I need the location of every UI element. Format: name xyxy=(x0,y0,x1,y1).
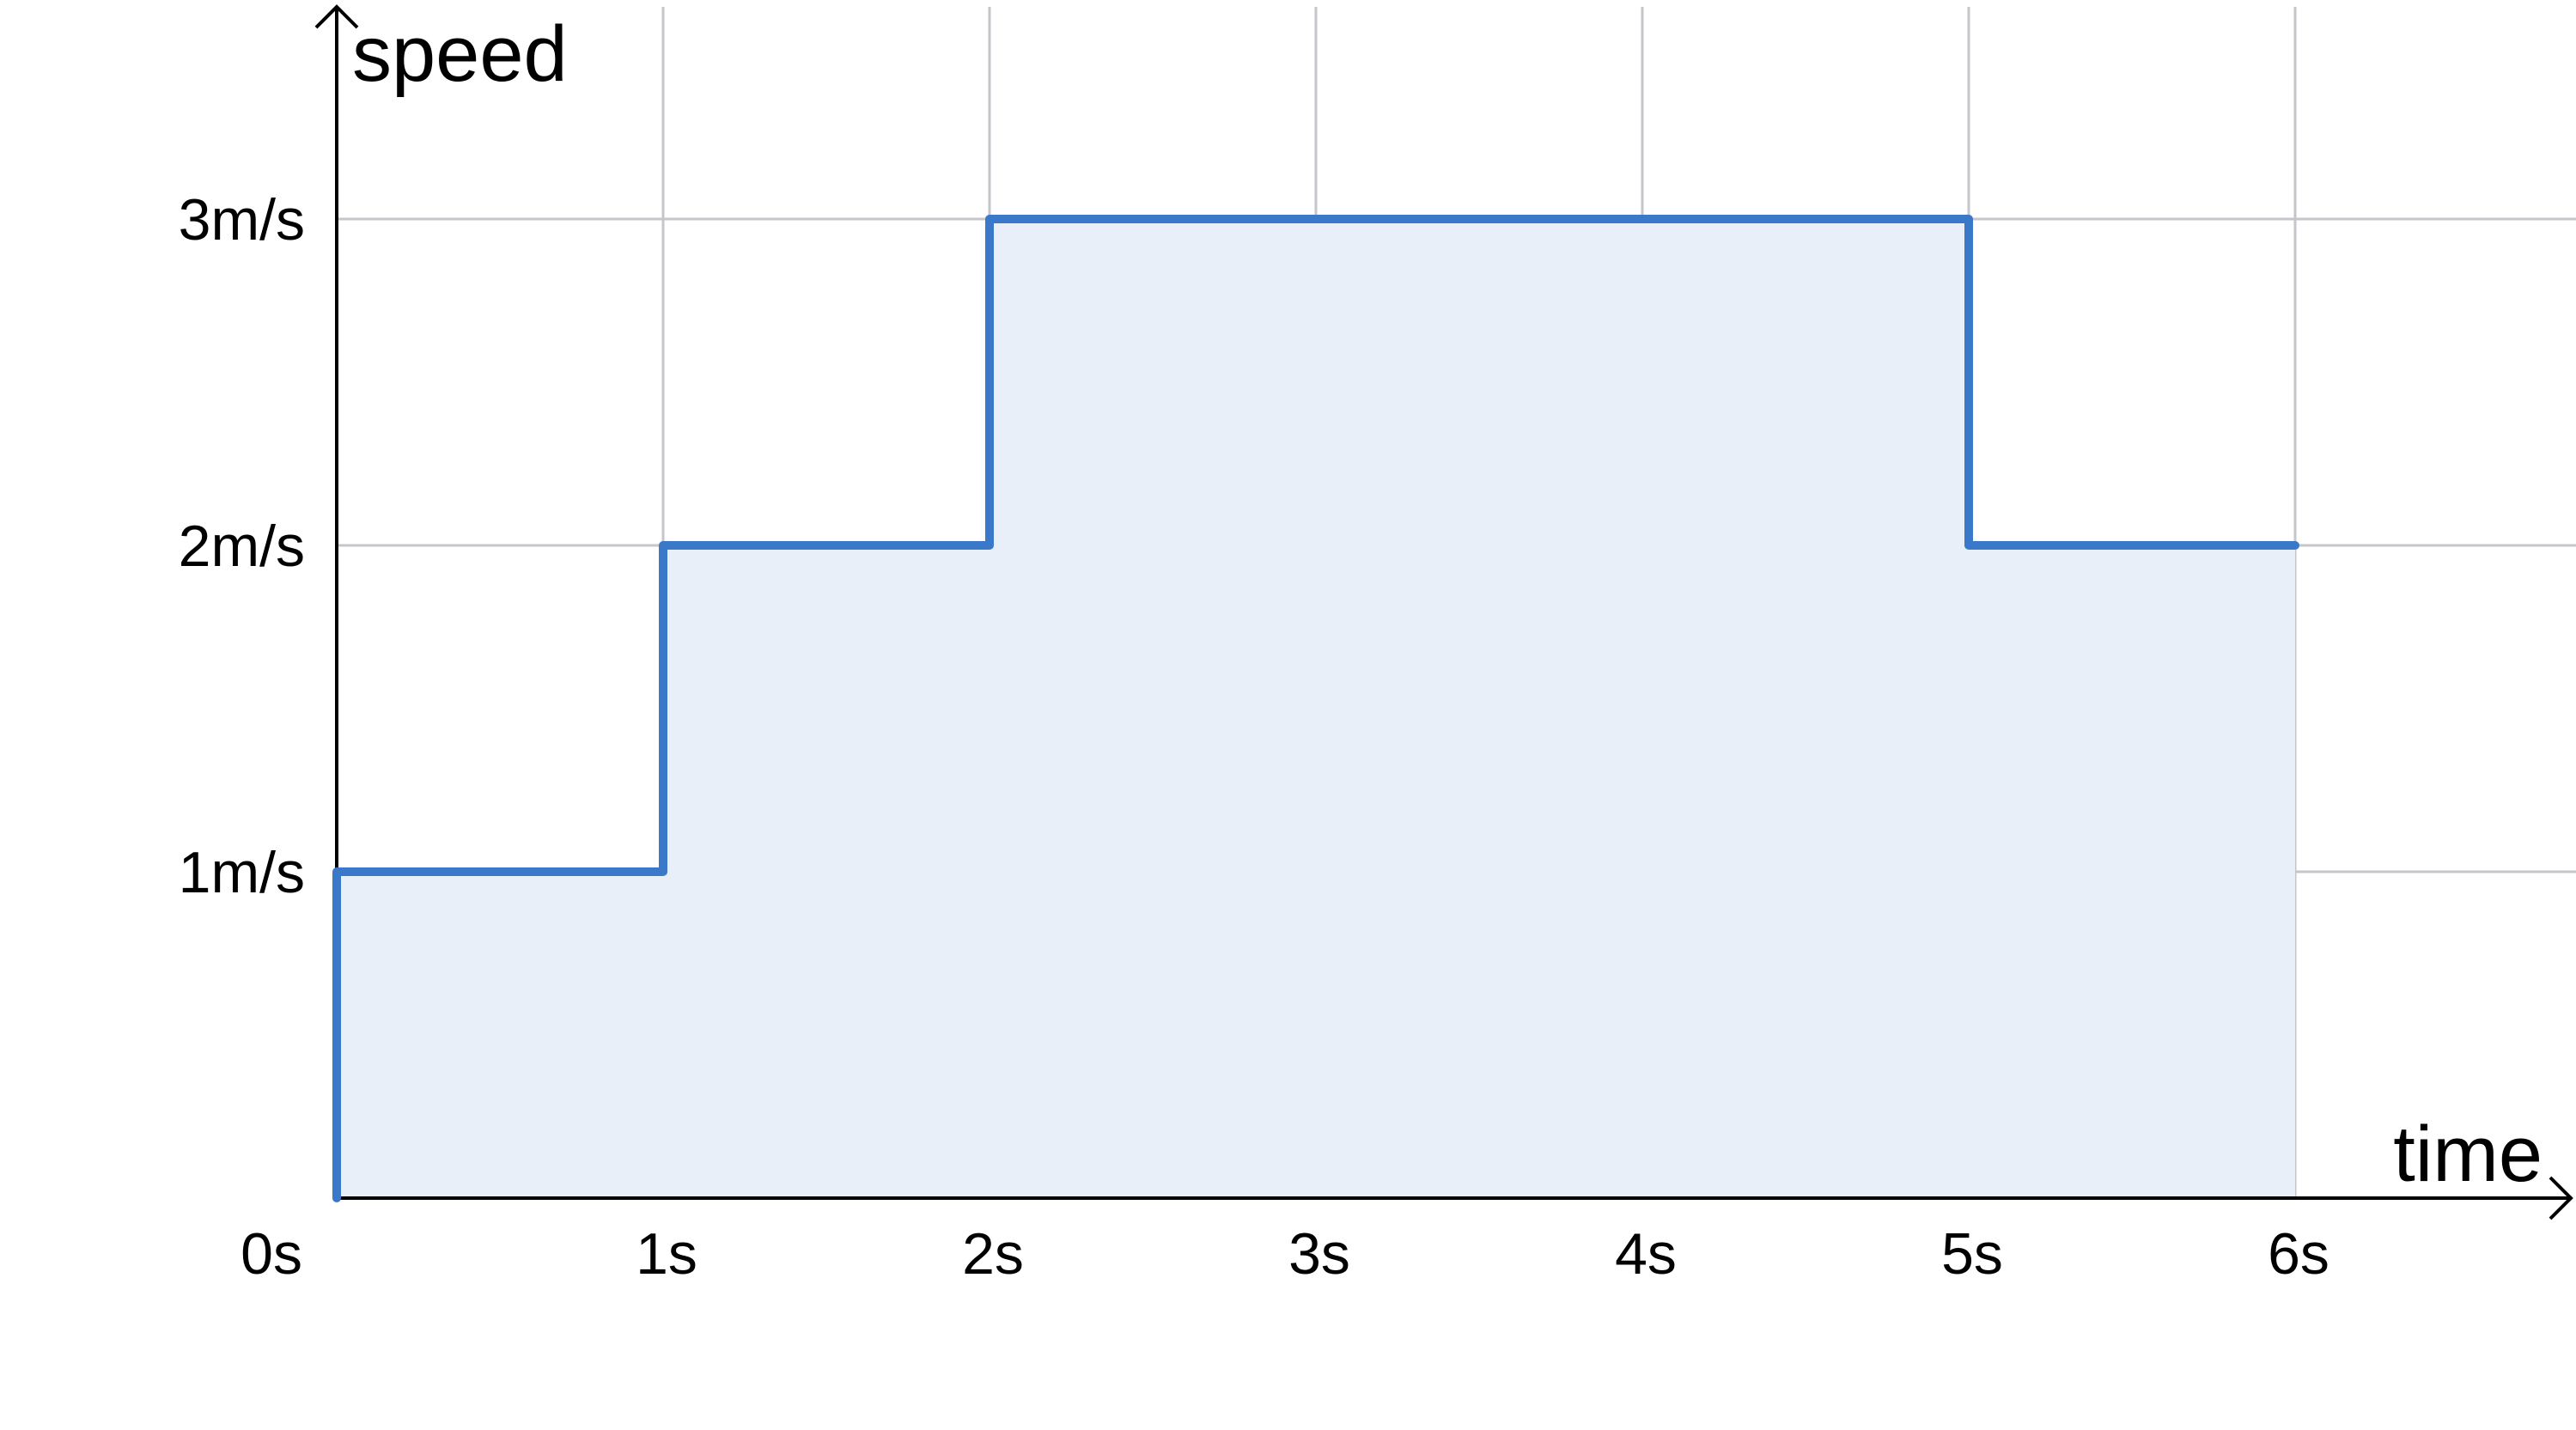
y-axis-arrowhead xyxy=(314,4,359,29)
x-axis-title: time xyxy=(2393,1111,2543,1198)
x-tick-label: 6s xyxy=(2268,1221,2329,1287)
x-tick-label: 5s xyxy=(1941,1221,2003,1287)
x-tick-label: 0s xyxy=(241,1221,302,1287)
x-tick-label: 1s xyxy=(636,1221,697,1287)
speed-step-line xyxy=(332,215,2299,1202)
x-tick-label: 4s xyxy=(1615,1221,1677,1287)
y-axis-title: speed xyxy=(352,10,568,98)
x-tick-label: 3s xyxy=(1288,1221,1350,1287)
y-tick-label: 2m/s xyxy=(179,514,305,579)
area-under-curve xyxy=(337,219,2295,1198)
y-tick-label: 1m/s xyxy=(179,840,305,905)
x-tick-label: 2s xyxy=(962,1221,1024,1287)
x-axis-arrowhead xyxy=(2549,1176,2573,1220)
y-tick-label: 3m/s xyxy=(179,187,305,253)
tick-labels: 0s 1s 2s 3s 4s 5s 6s 1m/s 2m/s 3m/s xyxy=(179,187,2329,1287)
